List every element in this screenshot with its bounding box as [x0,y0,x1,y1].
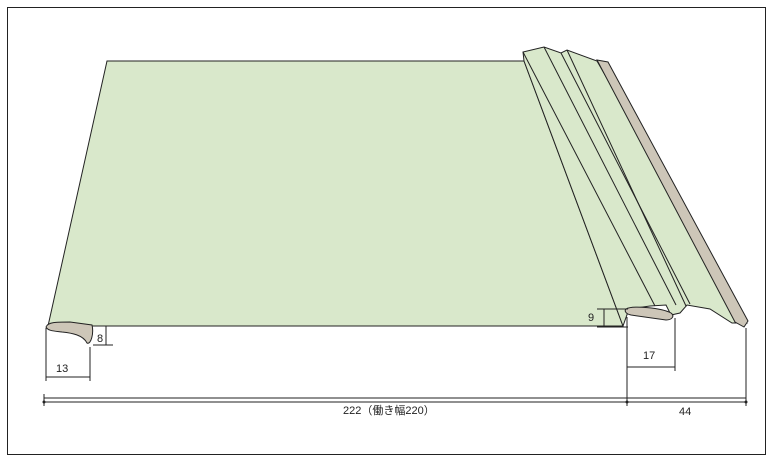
label-8: 8 [97,333,103,345]
panel-face [47,60,624,327]
label-13: 13 [56,363,68,375]
left-hem [45,321,94,344]
rib-fold-line-4 [566,49,687,307]
dim-total [43,328,747,406]
diagram-frame [7,7,766,455]
dim-9 [597,308,628,328]
label-9: 9 [588,312,594,324]
dim-8 [93,325,113,346]
dim-13 [45,328,91,381]
rib-fold-line-3 [560,52,691,305]
label-44: 44 [679,406,691,418]
dim-17 [626,317,676,406]
label-17: 17 [643,350,655,362]
right-hook [624,306,674,321]
rib-fold-line-1 [522,51,656,307]
rib-fold-line-2 [543,46,677,306]
label-total-width: 222（働き幅220） [343,404,435,417]
right-edge-flange [596,59,749,328]
